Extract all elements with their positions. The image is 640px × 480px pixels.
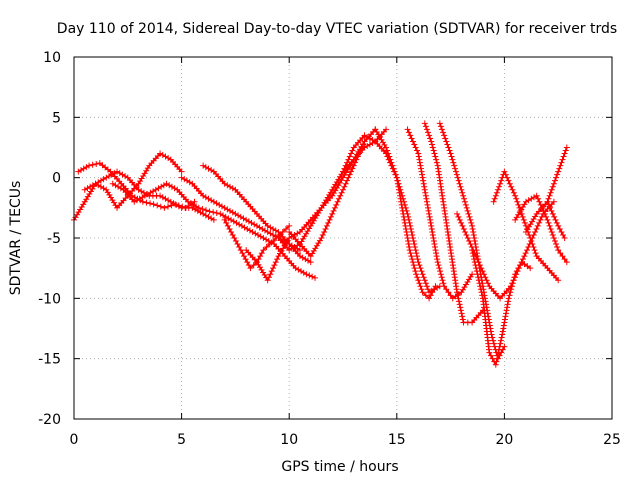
x-axis-label: GPS time / hours (281, 459, 398, 475)
x-tick-label: 10 (280, 432, 298, 448)
series-sat-r (490, 168, 562, 284)
x-tick-label: 5 (177, 432, 186, 448)
series-sat-u (544, 144, 570, 205)
tick-labels: 0 5 10 15 20 25 -20 -15 -10 -5 0 5 10 (38, 50, 621, 448)
series-markers (544, 144, 570, 205)
series-markers (75, 160, 198, 211)
series-sat-m (404, 126, 476, 302)
series-markers (421, 120, 486, 326)
x-tick-label: 0 (70, 432, 79, 448)
chart-title: Day 110 of 2014, Sidereal Day-to-day VTE… (57, 21, 617, 37)
x-tick-label: 15 (388, 432, 406, 448)
axis-ticks (73, 56, 613, 420)
series-markers (490, 168, 562, 284)
x-tick-label: 25 (603, 432, 621, 448)
series-markers (404, 126, 476, 302)
series-markers (221, 216, 293, 272)
series-markers (372, 126, 439, 302)
y-tick-label: -10 (38, 291, 61, 307)
y-tick-label: -5 (47, 231, 61, 247)
series-sat-c (81, 168, 217, 223)
y-tick-label: 0 (52, 171, 61, 187)
series-markers (522, 198, 568, 241)
series-sat-l (372, 126, 439, 302)
data-traces (71, 120, 570, 368)
series-markers (286, 138, 368, 260)
series-sat-n (421, 120, 486, 326)
x-tick-label: 20 (495, 432, 513, 448)
series-sat-d (109, 180, 319, 281)
y-tick-label: -15 (38, 352, 61, 368)
y-tick-label: -20 (38, 412, 61, 428)
series-markers (81, 168, 217, 223)
series-markers (109, 180, 319, 281)
series-sat-j (286, 138, 368, 260)
y-axis-label: SDTVAR / TECUs (8, 181, 24, 296)
y-tick-label: 5 (52, 110, 61, 126)
y-tick-label: 10 (43, 50, 61, 66)
